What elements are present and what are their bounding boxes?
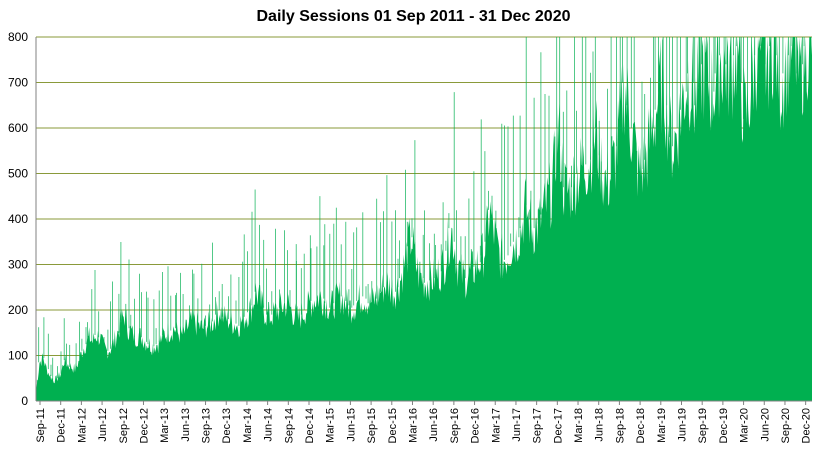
x-tick-label: Dec-13 bbox=[221, 408, 233, 443]
y-tick-label: 300 bbox=[8, 258, 28, 272]
x-tick-label: Sep-17 bbox=[532, 408, 544, 443]
x-tick-label: Sep-14 bbox=[283, 408, 295, 443]
x-tick-label: Sep-13 bbox=[201, 408, 213, 443]
x-tick-label: Sep-12 bbox=[118, 408, 130, 443]
x-tick-label: Dec-19 bbox=[718, 408, 730, 443]
x-tick-label: Mar-13 bbox=[159, 408, 171, 443]
x-tick-label: Mar-12 bbox=[76, 408, 88, 443]
y-tick-label: 500 bbox=[8, 167, 28, 181]
x-tick-label: Jun-12 bbox=[97, 408, 109, 442]
x-tick-label: Dec-12 bbox=[139, 408, 151, 443]
x-tick-label: Jun-17 bbox=[511, 408, 523, 442]
y-tick-label: 200 bbox=[8, 303, 28, 317]
x-tick-label: Jun-15 bbox=[345, 408, 357, 442]
chart-title: Daily Sessions 01 Sep 2011 - 31 Dec 2020 bbox=[256, 8, 571, 25]
x-tick-label: Jun-20 bbox=[759, 408, 771, 442]
y-tick-label: 700 bbox=[8, 76, 28, 90]
x-tick-label: Mar-20 bbox=[739, 408, 751, 443]
x-tick-label: Jun-18 bbox=[594, 408, 606, 442]
x-tick-label: Sep-16 bbox=[449, 408, 461, 443]
x-axis-ticks: Sep-11 Dec-11 Mar-12 Jun-12 Sep-12 Dec-12 Mar-… bbox=[35, 401, 813, 443]
x-tick-label: Jun-16 bbox=[428, 408, 440, 442]
x-tick-label: Sep-20 bbox=[780, 408, 792, 443]
x-tick-label: Mar-15 bbox=[325, 408, 337, 443]
x-tick-label: Mar-19 bbox=[656, 408, 668, 443]
series-area bbox=[36, 37, 812, 401]
x-tick-label: Dec-17 bbox=[552, 408, 564, 443]
y-tick-label: 800 bbox=[8, 30, 28, 44]
series-layer bbox=[36, 37, 812, 401]
x-tick-label: Dec-20 bbox=[801, 408, 813, 443]
x-tick-label: Sep-18 bbox=[614, 408, 626, 443]
axes bbox=[35, 37, 812, 402]
x-tick-label: Sep-11 bbox=[35, 408, 47, 443]
x-tick-label: Dec-11 bbox=[56, 408, 68, 443]
x-tick-label: Sep-15 bbox=[366, 408, 378, 443]
x-tick-label: Dec-15 bbox=[387, 408, 399, 443]
x-tick-label: Mar-14 bbox=[242, 408, 254, 443]
x-tick-label: Sep-19 bbox=[697, 408, 709, 443]
y-tick-label: 400 bbox=[8, 212, 28, 226]
y-tick-label: 600 bbox=[8, 121, 28, 135]
x-tick-label: Jun-13 bbox=[180, 408, 192, 442]
x-tick-label: Dec-16 bbox=[470, 408, 482, 443]
y-tick-label: 100 bbox=[8, 349, 28, 363]
y-axis-ticks: 0 100 200 300 400 500 600 700 800 bbox=[8, 30, 28, 408]
x-tick-label: Dec-18 bbox=[635, 408, 647, 443]
y-tick-label: 0 bbox=[21, 394, 28, 408]
x-tick-label: Jun-14 bbox=[263, 408, 275, 442]
x-tick-label: Dec-14 bbox=[304, 408, 316, 443]
x-tick-label: Mar-17 bbox=[490, 408, 502, 443]
x-tick-label: Mar-18 bbox=[573, 408, 585, 443]
x-tick-label: Jun-19 bbox=[677, 408, 689, 442]
x-tick-label: Mar-16 bbox=[408, 408, 420, 443]
